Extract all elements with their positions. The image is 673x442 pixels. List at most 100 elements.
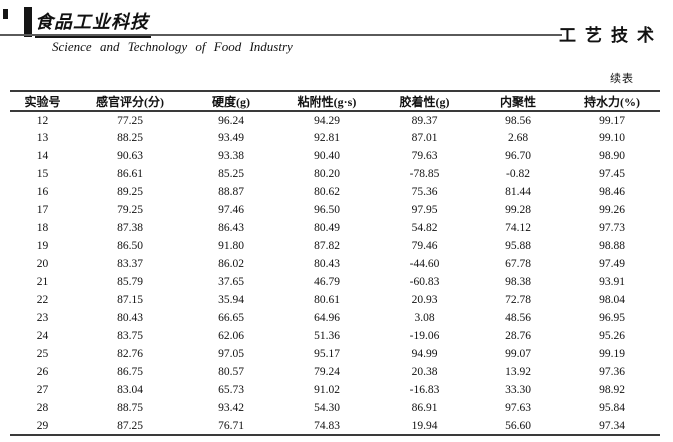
- table-row: 17 79.25 97.46 96.50 97.95 99.28 99.26: [10, 201, 660, 219]
- table-row: 16 89.25 88.87 80.62 75.36 81.44 98.46: [10, 183, 660, 201]
- value-cell: -16.83: [409, 384, 440, 396]
- value-cell: 82.76: [117, 348, 143, 360]
- value-cell: 66.65: [218, 312, 244, 324]
- value-cell: 64.96: [314, 312, 340, 324]
- value-cell: 97.73: [599, 222, 625, 234]
- value-cell: 86.02: [218, 258, 244, 270]
- value-cell: 99.28: [505, 204, 531, 216]
- value-cell: 56.60: [505, 419, 531, 432]
- masthead-rule: [0, 34, 562, 36]
- value-cell: 99.17: [599, 114, 625, 127]
- experiment-number: 26: [36, 366, 49, 378]
- value-cell: 51.36: [314, 330, 340, 342]
- value-cell: 96.95: [599, 312, 625, 324]
- experiment-number: 20: [36, 258, 49, 270]
- table-row: 20 83.37 86.02 80.43 -44.60 67.78 97.49: [10, 255, 660, 273]
- value-cell: -78.85: [409, 168, 440, 180]
- value-cell: 98.04: [599, 294, 625, 306]
- value-cell: 20.38: [411, 366, 438, 378]
- value-cell: 79.63: [411, 150, 438, 162]
- value-cell: 80.43: [314, 258, 340, 270]
- table-row: 29 87.25 76.71 74.83 19.94 56.60 97.34: [10, 417, 660, 435]
- value-cell: 99.10: [599, 132, 625, 144]
- value-cell: 98.88: [599, 240, 625, 252]
- value-cell: 87.01: [411, 132, 438, 144]
- value-cell: 94.29: [314, 114, 340, 127]
- value-cell: 80.57: [218, 366, 244, 378]
- table-row: 27 83.04 65.73 91.02 -16.83 33.30 98.92: [10, 381, 660, 399]
- experiment-number: 25: [36, 348, 49, 360]
- value-cell: 94.99: [411, 348, 438, 360]
- value-cell: 90.63: [117, 150, 143, 162]
- journal-name-english: Science and Technology of Food Industry: [52, 39, 293, 54]
- value-cell: 85.79: [117, 276, 143, 288]
- value-cell: 87.38: [117, 222, 143, 234]
- value-cell: 80.62: [314, 186, 340, 198]
- value-cell: 88.25: [117, 132, 143, 144]
- value-cell: 54.30: [314, 402, 340, 414]
- value-cell: 54.82: [411, 222, 438, 234]
- experiment-number: 19: [36, 240, 49, 252]
- table-row: 19 86.50 91.80 87.82 79.46 95.88 98.88: [10, 237, 660, 255]
- value-cell: 95.17: [314, 348, 340, 360]
- table-row: 23 80.43 66.65 64.96 3.08 48.56 96.95: [10, 309, 660, 327]
- experiment-number: 18: [36, 222, 49, 234]
- value-cell: 62.06: [218, 330, 244, 342]
- value-cell: 37.65: [218, 276, 244, 288]
- table-row: 13 88.25 93.49 92.81 87.01 2.68 99.10: [10, 129, 660, 147]
- value-cell: 98.92: [599, 384, 625, 396]
- value-cell: 99.07: [505, 348, 531, 360]
- value-cell: 46.79: [314, 276, 340, 288]
- column-header: 感官评分(分): [75, 91, 185, 112]
- value-cell: 77.25: [117, 114, 143, 127]
- value-cell: 93.91: [599, 276, 625, 288]
- journal-logo-chinese: 食品工业科技: [35, 8, 151, 38]
- column-header: 实验号: [10, 91, 75, 112]
- value-cell: 76.71: [218, 419, 244, 432]
- value-cell: 72.78: [505, 294, 531, 306]
- experiment-number: 24: [36, 330, 49, 342]
- value-cell: 85.25: [218, 168, 244, 180]
- value-cell: 89.25: [117, 186, 143, 198]
- experiment-number: 27: [36, 384, 49, 396]
- value-cell: 95.26: [599, 330, 625, 342]
- table-row: 21 85.79 37.65 46.79 -60.83 98.38 93.91: [10, 273, 660, 291]
- value-cell: 99.19: [599, 348, 625, 360]
- value-cell: 80.61: [314, 294, 340, 306]
- value-cell: 97.05: [218, 348, 244, 360]
- experiment-number: 28: [36, 402, 49, 414]
- value-cell: 80.43: [117, 312, 143, 324]
- value-cell: 19.94: [411, 419, 438, 432]
- value-cell: 97.36: [599, 366, 625, 378]
- value-cell: 79.24: [314, 366, 340, 378]
- value-cell: 97.34: [599, 419, 625, 432]
- value-cell: 2.68: [507, 132, 529, 144]
- value-cell: 98.46: [599, 186, 625, 198]
- column-header: 内聚性: [472, 91, 564, 112]
- value-cell: 87.15: [117, 294, 143, 306]
- value-cell: 97.46: [218, 204, 244, 216]
- value-cell: 79.46: [411, 240, 438, 252]
- logo-vertical-bar: [24, 7, 32, 37]
- value-cell: 98.90: [599, 150, 625, 162]
- value-cell: 86.43: [218, 222, 244, 234]
- table-body: 12 77.25 96.24 94.29 89.37 98.56 99.17 13 88.25 9…: [10, 111, 660, 435]
- value-cell: 74.12: [505, 222, 531, 234]
- value-cell: 83.75: [117, 330, 143, 342]
- value-cell: 74.83: [314, 419, 340, 432]
- value-cell: 88.87: [218, 186, 244, 198]
- table-row: 25 82.76 97.05 95.17 94.99 99.07 99.19: [10, 345, 660, 363]
- value-cell: 3.08: [414, 312, 435, 324]
- value-cell: 83.37: [117, 258, 143, 270]
- table-row: 24 83.75 62.06 51.36 -19.06 28.76 95.26: [10, 327, 660, 345]
- table-row: 26 86.75 80.57 79.24 20.38 13.92 97.36: [10, 363, 660, 381]
- value-cell: 91.80: [218, 240, 244, 252]
- value-cell: 89.37: [411, 114, 438, 127]
- value-cell: 93.38: [218, 150, 244, 162]
- value-cell: 48.56: [505, 312, 531, 324]
- value-cell: -19.06: [409, 330, 440, 342]
- experiment-number: 13: [36, 132, 49, 144]
- value-cell: 90.40: [314, 150, 340, 162]
- results-table: 实验号 感官评分(分) 硬度(g) 粘附性(g·s) 胶着性(g) 内聚性 持水力(%) 1…: [10, 90, 660, 436]
